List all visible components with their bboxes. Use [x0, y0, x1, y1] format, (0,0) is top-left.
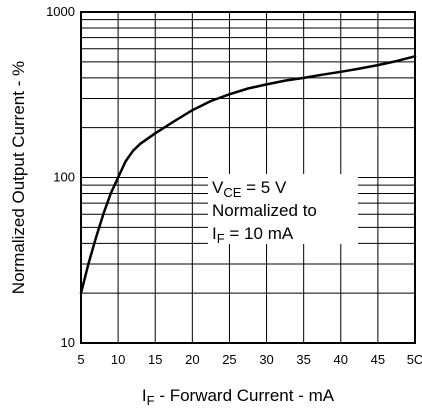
series-layer — [79, 55, 417, 295]
annotation-line-3: IF = 10 mA — [212, 224, 294, 246]
x-tick-label: 10 — [111, 352, 125, 367]
annotation-if-rest: = 10 mA — [225, 224, 294, 243]
annotation-vce-sub: CE — [223, 185, 241, 200]
y-tick-label: 10 — [61, 335, 75, 350]
plot-frame — [80, 11, 416, 344]
annotation-vce-main: V — [212, 178, 224, 197]
annotation-line-2: Normalized to — [212, 201, 317, 220]
y-tick-label: 1000 — [46, 4, 75, 19]
x-axis-label-main: I — [142, 386, 147, 405]
y-axis-label: Normalized Output Current - % — [9, 61, 28, 294]
x-tick-label: 5 — [77, 352, 84, 367]
x-tick-label: 30 — [259, 352, 273, 367]
x-tick-label: 20 — [185, 352, 199, 367]
x-axis-label: IF - Forward Current - mA — [142, 386, 335, 408]
x-tick-label: 15 — [148, 352, 162, 367]
x-tick-label: 25 — [222, 352, 236, 367]
x-tick-label: 40 — [334, 352, 348, 367]
annotation-if-main: I — [212, 224, 217, 243]
x-tick-label: 35 — [296, 352, 310, 367]
annotation-vce-rest: = 5 V — [241, 178, 287, 197]
annotation-box — [208, 174, 358, 244]
x-tick-label: 45 — [371, 352, 385, 367]
annotation-if-sub: F — [217, 231, 225, 246]
annotation-line-1: VCE = 5 V — [212, 178, 287, 200]
x-tick-label: 5C — [407, 352, 422, 367]
x-axis-label-sub: F — [147, 393, 155, 408]
x-axis-label-rest: - Forward Current - mA — [155, 386, 335, 405]
series-line — [79, 55, 417, 295]
y-tick-label: 100 — [53, 170, 75, 185]
